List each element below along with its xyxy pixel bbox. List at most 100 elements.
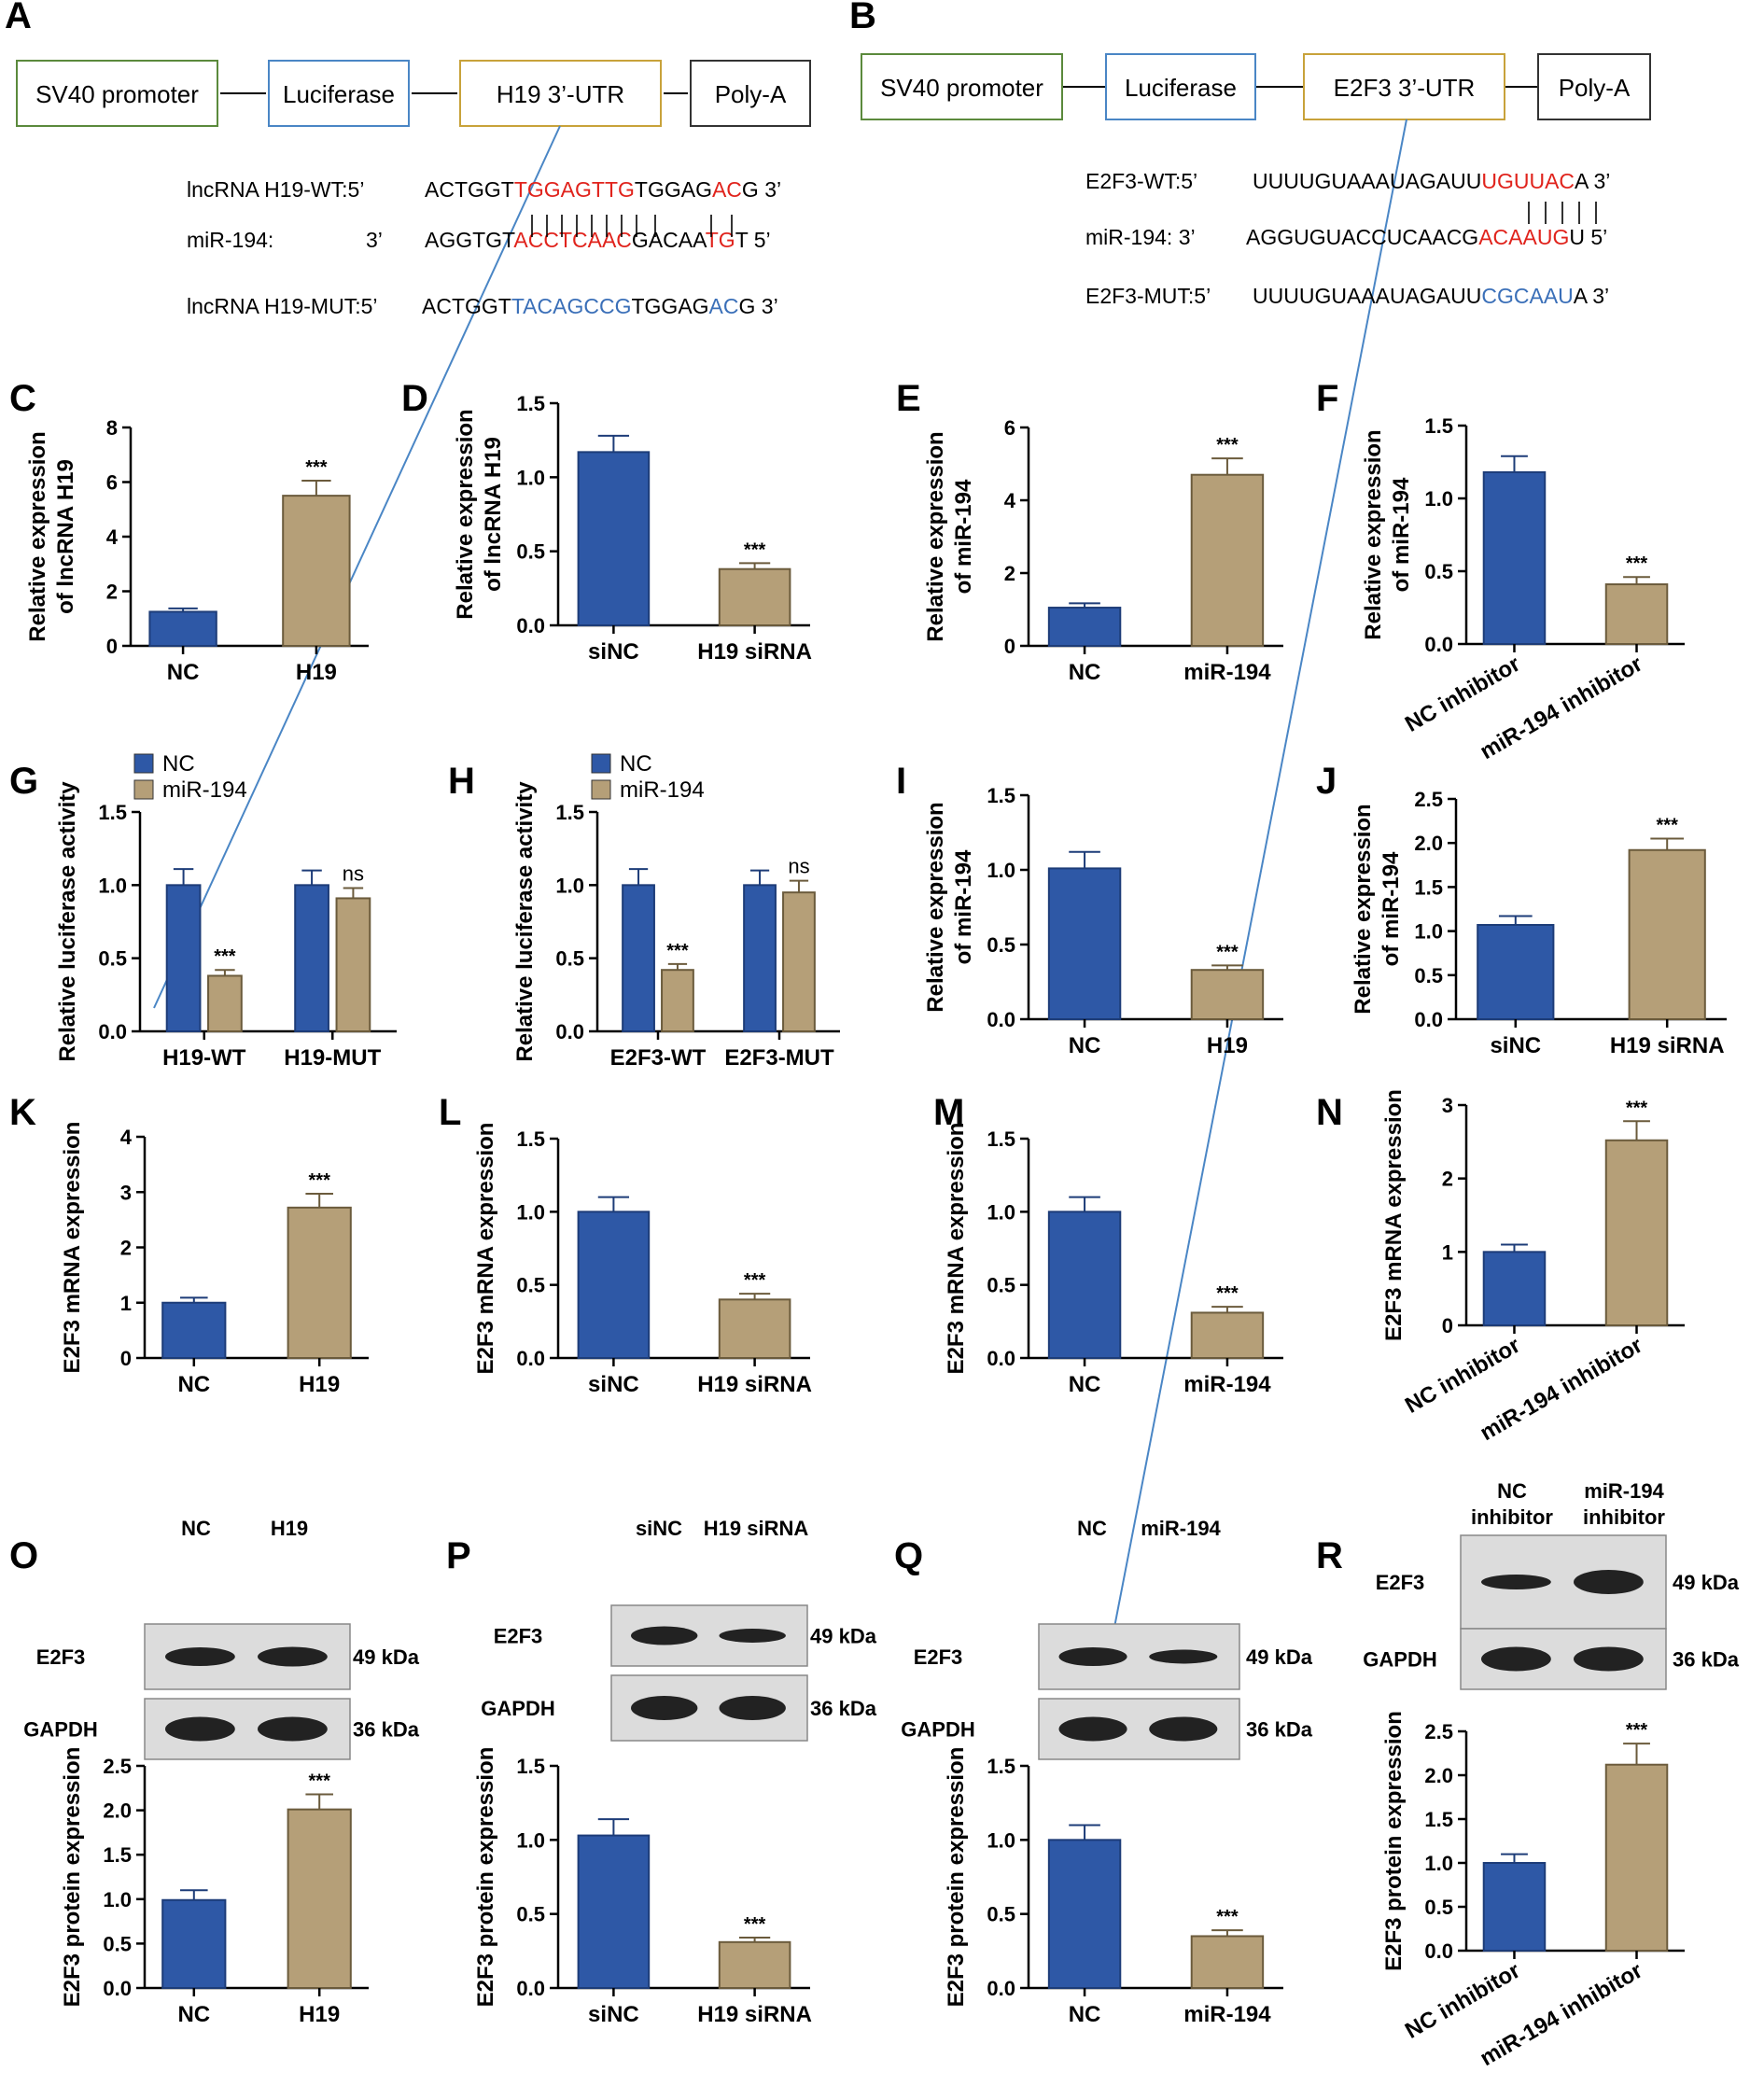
legend-swatch: [591, 753, 611, 774]
construct-box: [16, 60, 218, 127]
molecular-weight: 49 kDa: [1246, 1645, 1313, 1669]
y-axis-label-line: E2F3 protein expression: [473, 1747, 498, 2008]
y-tick-label: 2.0: [1414, 832, 1443, 855]
panel-label: F: [1316, 378, 1338, 419]
y-tick-label: 0.5: [98, 947, 127, 971]
significance-label: ns: [788, 855, 809, 878]
category-label: NC: [167, 660, 200, 685]
y-tick-label: 1.5: [987, 784, 1015, 807]
y-tick-label: 2: [106, 581, 118, 604]
y-tick-label: 1.5: [103, 1843, 132, 1867]
sequence-segment: UGUUAC: [1481, 169, 1575, 193]
bar: [207, 974, 243, 1033]
category-label: H19 siRNA: [697, 1372, 812, 1397]
bar-chart-L: L 0.0 0.5 1.0 1.5 E2F3 mRNA expression siNC ***…: [439, 1092, 812, 1397]
bar: [1604, 1763, 1669, 1952]
category-label: E2F3-WT: [610, 1045, 707, 1071]
bar: [1604, 583, 1669, 645]
protein-band: [1058, 1716, 1127, 1742]
bar: [1190, 1935, 1265, 1989]
significance-label: ***: [214, 946, 236, 967]
protein-band: [631, 1626, 698, 1645]
y-tick-label: 1.0: [98, 874, 127, 897]
y-axis-label-line: of miR-194: [951, 849, 976, 964]
y-axis-label-line: E2F3 mRNA expression: [944, 1123, 969, 1375]
category-label: NC: [1069, 2002, 1101, 2027]
y-tick-label: 0.0: [987, 1008, 1015, 1031]
category-label: siNC: [588, 1372, 639, 1397]
bar-chart-J: J 0.0 0.5 1.0 1.5 2.0 2.5 Relative expression of…: [1316, 761, 1727, 1058]
y-tick-label: 1.5: [1424, 1808, 1453, 1831]
legend-label: NC: [162, 751, 195, 777]
blot-row-label: E2F3: [914, 1645, 963, 1669]
y-axis-label: E2F3 mRNA expression: [60, 1122, 85, 1374]
zoom-lines: [153, 125, 561, 1009]
zoom-lines: [1105, 119, 1407, 1672]
bar-chart-H: H 0.0 0.5 1.0 1.5 Relative luciferase activit…: [448, 751, 840, 1071]
y-tick-label: 1.0: [516, 1200, 545, 1224]
lane-label: miR-194: [1141, 1517, 1221, 1540]
bar: [1482, 1251, 1547, 1327]
bar-chart-G: G 0.0 0.5 1.0 1.5 Relative luciferase activit…: [9, 751, 397, 1071]
y-tick-label: 4: [1004, 489, 1016, 512]
y-tick-label: 0.0: [516, 614, 545, 637]
construct-box-label: SV40 promoter: [35, 80, 199, 108]
sequence: UUUUGUAAAUAGAUUCGCAAUA 3’: [1253, 284, 1609, 308]
category-label: H19 siRNA: [1610, 1033, 1725, 1058]
y-tick-label: 1.0: [987, 1200, 1015, 1224]
bar: [1482, 470, 1547, 646]
sequence-segment: AC: [709, 294, 739, 318]
construct-box: [459, 60, 662, 127]
y-axis-label-line: of miR-194: [951, 479, 976, 594]
sequence-name: lncRNA H19-WT:5’: [187, 177, 364, 202]
y-axis-label-line: Relative expression: [1361, 429, 1386, 639]
bar-chart-F: F 0.0 0.5 1.0 1.5 Relative expression of miR-1…: [1316, 378, 1685, 764]
y-tick-label: 1.0: [987, 859, 1015, 882]
y-tick-label: 1.0: [1424, 487, 1453, 511]
construct-box-label: Poly-A: [715, 80, 787, 108]
construct-box-label: Luciferase: [1125, 74, 1237, 102]
bar: [1190, 473, 1265, 648]
bar: [577, 451, 651, 626]
y-tick-label: 0.0: [1414, 1008, 1443, 1031]
construct-box-label: E2F3 3’-UTR: [1334, 74, 1476, 102]
y-axis-label-line: Relative expression: [25, 431, 50, 641]
blot-row-label: GAPDH: [23, 1718, 97, 1742]
bar: [743, 884, 777, 1032]
bar: [165, 884, 202, 1032]
y-axis-label: Relative expression of miR-194: [923, 802, 976, 1012]
bar: [161, 1301, 227, 1359]
bar-chart-E: E 0 2 4 6 Relative expression of miR-194 NC *** m…: [896, 378, 1283, 685]
y-tick-label: 1: [1442, 1240, 1453, 1264]
protein-band: [1481, 1646, 1551, 1672]
y-axis-label: Relative expression of miR-194: [1361, 429, 1414, 639]
significance-label: ns: [343, 861, 364, 885]
y-tick-label: 0.0: [98, 1020, 127, 1043]
sequence-name: E2F3-WT:5’: [1085, 169, 1197, 193]
lane-label: H19 siRNA: [704, 1517, 809, 1540]
legend-label: NC: [620, 751, 652, 777]
molecular-weight: 49 kDa: [1673, 1571, 1740, 1594]
y-tick-label: 2.0: [103, 1799, 132, 1823]
bar-chart-O: 0.0 0.5 1.0 1.5 2.0 2.5 E2F3 protein expressio…: [60, 1747, 369, 2027]
y-axis-label-line: Relative expression: [1351, 804, 1376, 1014]
y-axis-label: E2F3 protein expression: [944, 1747, 969, 2008]
sequence-segment: G 3’: [739, 294, 778, 318]
sequence-segment: AC: [712, 177, 742, 202]
molecular-weight: 36 kDa: [353, 1718, 420, 1742]
category-label: siNC: [588, 639, 639, 665]
y-axis-label-line: Relative luciferase activity: [512, 781, 538, 1062]
y-axis-label-line: E2F3 mRNA expression: [1381, 1089, 1407, 1341]
y-tick-label: 1.0: [516, 1828, 545, 1852]
y-tick-label: 0.5: [987, 933, 1015, 957]
sequence-segment: TGGAG: [631, 294, 708, 318]
y-tick-label: 1.5: [516, 1127, 545, 1151]
y-axis-label-line: of lncRNA H19: [53, 459, 78, 614]
category-label: siNC: [588, 2002, 639, 2027]
y-tick-label: 0.0: [1424, 1939, 1453, 1963]
significance-label: ***: [309, 1170, 331, 1191]
y-tick-label: 3: [120, 1181, 132, 1204]
y-tick-label: 0.0: [555, 1020, 584, 1043]
